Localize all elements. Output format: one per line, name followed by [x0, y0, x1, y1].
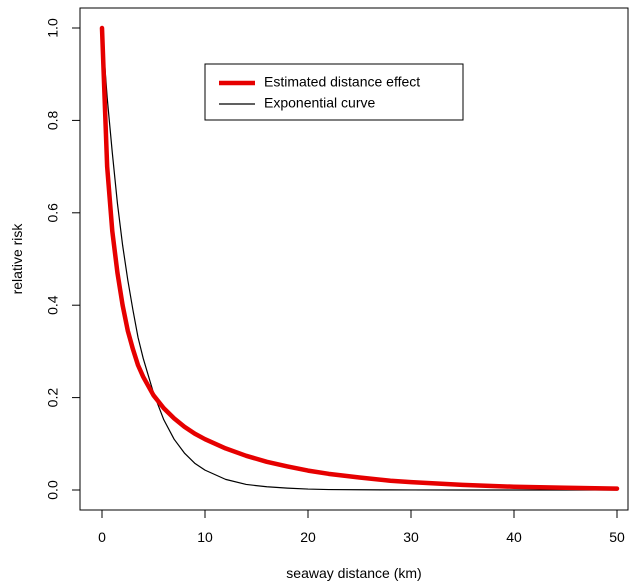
y-tick-label: 0.4 [45, 295, 61, 315]
y-tick-label: 1.0 [45, 18, 61, 38]
x-tick-label: 30 [403, 529, 419, 545]
x-tick-label: 20 [300, 529, 316, 545]
legend-label-estimated-distance-effect: Estimated distance effect [264, 74, 420, 90]
axes-group: 0 10 20 30 40 50 0.0 0.2 0.4 0.6 0.8 1.0 [45, 7, 629, 545]
x-tick-label: 0 [98, 529, 106, 545]
legend-label-exponential-curve: Exponential curve [264, 95, 376, 111]
y-tick-label: 0.0 [45, 480, 61, 500]
y-axis-title: relative risk [9, 223, 25, 295]
x-tick-label: 40 [506, 529, 522, 545]
series-group [99, 25, 620, 491]
series-line-estimated-distance-effect [99, 25, 620, 491]
series-line-exponential-curve [101, 27, 618, 491]
y-tick-label: 0.2 [45, 388, 61, 408]
x-tick-label: 10 [197, 529, 213, 545]
x-axis-title: seaway distance (km) [286, 565, 421, 581]
x-tick-label: 50 [609, 529, 625, 545]
legend: Estimated distance effect Exponential cur… [204, 63, 464, 121]
y-tick-label: 0.8 [45, 110, 61, 130]
legend-box [204, 63, 464, 121]
y-tick-label: 0.6 [45, 203, 61, 223]
